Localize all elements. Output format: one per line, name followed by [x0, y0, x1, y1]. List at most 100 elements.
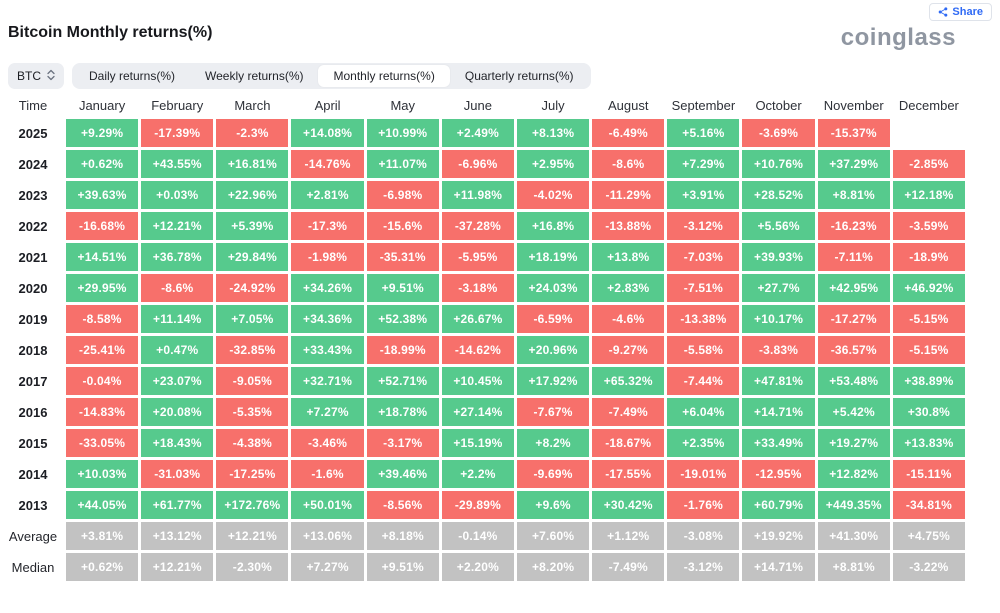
return-cell: +18.78%: [366, 398, 439, 426]
return-cell: -8.6%: [592, 150, 665, 178]
return-cell: -2.30%: [216, 553, 289, 581]
return-cell: +38.89%: [892, 367, 965, 395]
return-cell: -15.11%: [892, 460, 965, 488]
return-cell: -5.15%: [892, 305, 965, 333]
table-row: 2022 -16.68% +12.21% +5.39% -17.3% -15.6% -37.…: [3, 212, 965, 240]
header-cell-month: November: [823, 97, 884, 113]
year-row-label: 2022: [3, 212, 63, 240]
return-cell: -5.58%: [667, 336, 740, 364]
controls-row: BTC Daily returns(%) Weekly returns(%) M…: [8, 63, 591, 89]
share-nodes-icon: [938, 7, 948, 17]
return-cell: -3.17%: [366, 429, 439, 457]
table-row: 2019 -8.58% +11.14% +7.05% +34.36% +52.38% +26…: [3, 305, 965, 333]
tab-monthly-returns[interactable]: Monthly returns(%): [318, 65, 450, 87]
share-button[interactable]: Share: [929, 3, 992, 21]
return-cell: +13.8%: [592, 243, 665, 271]
return-cell: +10.76%: [742, 150, 815, 178]
return-cell: +22.96%: [216, 181, 289, 209]
return-cell: +7.27%: [291, 398, 364, 426]
year-row-label: 2013: [3, 491, 63, 519]
return-cell: -7.11%: [817, 243, 890, 271]
return-cell: +53.48%: [817, 367, 890, 395]
return-cell: +9.51%: [366, 553, 439, 581]
return-cell: +44.05%: [66, 491, 139, 519]
return-cell: -1.6%: [291, 460, 364, 488]
return-cell: +8.2%: [516, 429, 590, 457]
return-cell: +33.43%: [291, 336, 364, 364]
year-row-label: 2021: [3, 243, 63, 271]
return-cell: +449.35%: [817, 491, 890, 519]
return-cell: +19.27%: [817, 429, 890, 457]
header-cell-time: Time: [18, 97, 48, 113]
table-row: 2013 +44.05% +61.77% +172.76% +50.01% -8.56% -…: [3, 491, 965, 519]
return-cell: +60.79%: [742, 491, 815, 519]
return-cell: -12.95%: [742, 460, 815, 488]
return-cell: -18.67%: [592, 429, 665, 457]
return-cell: +36.78%: [141, 243, 214, 271]
return-cell: +12.21%: [216, 522, 289, 550]
table-row: 2024 +0.62% +43.55% +16.81% -14.76% +11.07% -6…: [3, 150, 965, 178]
return-cell: +52.38%: [366, 305, 439, 333]
return-cell: +14.71%: [742, 553, 815, 581]
return-cell: +2.83%: [592, 274, 665, 302]
return-cell: +37.29%: [817, 150, 890, 178]
return-cell: +12.21%: [141, 212, 214, 240]
page-title: Bitcoin Monthly returns(%): [8, 24, 213, 41]
return-cell: -33.05%: [66, 429, 139, 457]
return-cell: +13.12%: [141, 522, 214, 550]
return-cell: +8.20%: [516, 553, 590, 581]
return-cell: -3.59%: [892, 212, 965, 240]
coinglass-logo: coinglass: [840, 24, 956, 51]
return-cell: +6.04%: [667, 398, 740, 426]
return-cell: +2.81%: [291, 181, 364, 209]
header-cell-month: August: [608, 97, 649, 113]
return-cell: -4.02%: [516, 181, 590, 209]
return-cell: -16.68%: [66, 212, 139, 240]
return-cell: -9.05%: [216, 367, 289, 395]
return-cell: -17.3%: [291, 212, 364, 240]
year-row-label: 2015: [3, 429, 63, 457]
return-cell: +30.8%: [892, 398, 965, 426]
year-row-label: 2025: [3, 119, 63, 147]
return-cell: -9.69%: [516, 460, 590, 488]
return-cell: -11.29%: [592, 181, 665, 209]
return-cell: -3.08%: [667, 522, 740, 550]
return-cell: +41.30%: [817, 522, 890, 550]
return-cell: +18.19%: [516, 243, 590, 271]
return-cell: -18.9%: [892, 243, 965, 271]
return-cell: +17.92%: [516, 367, 590, 395]
year-row-label: 2018: [3, 336, 63, 364]
return-cell: -15.6%: [366, 212, 439, 240]
tab-daily-returns[interactable]: Daily returns(%): [89, 69, 176, 83]
return-cell: -29.89%: [441, 491, 514, 519]
return-cell: [893, 119, 965, 147]
return-cell: +18.43%: [141, 429, 214, 457]
return-cell: -31.03%: [141, 460, 214, 488]
header-cell-month: December: [898, 97, 959, 113]
header-cell-month: October: [755, 97, 802, 113]
year-row-label: 2020: [3, 274, 63, 302]
return-cell: +29.84%: [216, 243, 289, 271]
tab-quarterly-returns[interactable]: Quarterly returns(%): [464, 69, 574, 83]
return-cell: +10.17%: [742, 305, 815, 333]
return-cell: -3.83%: [742, 336, 815, 364]
return-cell: +2.2%: [441, 460, 514, 488]
return-cell: +3.81%: [66, 522, 139, 550]
symbol-select[interactable]: BTC: [8, 63, 64, 89]
return-cell: +0.62%: [66, 150, 139, 178]
tab-weekly-returns[interactable]: Weekly returns(%): [205, 69, 304, 83]
return-cell: -2.85%: [892, 150, 965, 178]
return-cell: +11.98%: [441, 181, 514, 209]
table-row: 2023 +39.63% +0.03% +22.96% +2.81% -6.98% +11.…: [3, 181, 965, 209]
return-cell: +11.14%: [141, 305, 214, 333]
table-row: Median +0.62% +12.21% -2.30% +7.27% +9.51% +2.…: [3, 553, 965, 581]
return-cell: +4.75%: [892, 522, 965, 550]
return-cell: +8.18%: [366, 522, 439, 550]
return-cell: +12.21%: [141, 553, 214, 581]
return-cell: +7.27%: [291, 553, 364, 581]
table-row: 2025 +9.29% -17.39% -2.3% +14.08% +10.99% +2.4…: [3, 119, 965, 147]
return-cell: -3.69%: [742, 119, 815, 147]
table-row: 2015 -33.05% +18.43% -4.38% -3.46% -3.17% +15.…: [3, 429, 965, 457]
return-cell: +8.13%: [516, 119, 590, 147]
return-cell: +16.81%: [216, 150, 289, 178]
